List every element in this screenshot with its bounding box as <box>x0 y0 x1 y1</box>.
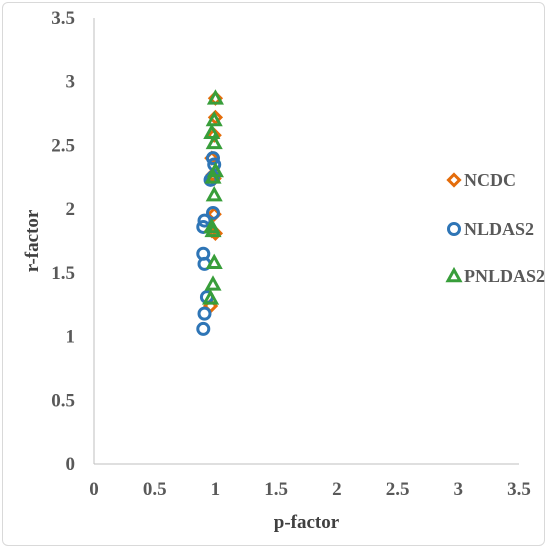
pnldas2-point <box>204 168 222 184</box>
y-tick-label: 3.5 <box>51 8 75 29</box>
x-tick-label: 3.5 <box>507 479 531 500</box>
pnldas2-point <box>204 275 222 291</box>
pnldas2-point <box>203 123 221 139</box>
x-tick-label: 0.5 <box>143 479 167 500</box>
y-tick-label: 1.5 <box>51 263 75 284</box>
pnldas2-point <box>206 89 224 105</box>
legend-label: PNLDAS2 <box>464 266 545 286</box>
legend-marker-circle <box>447 222 461 236</box>
x-axis-title: p-factor <box>274 512 340 533</box>
series-pnldas2 <box>202 89 224 305</box>
ncdc-point <box>206 127 222 143</box>
data-points <box>196 89 224 336</box>
pnldas2-point <box>205 110 223 127</box>
legend-item-nldas2: NLDAS2 <box>447 219 534 239</box>
x-tick-label: 1.5 <box>264 479 288 500</box>
pnldas2-point <box>205 253 223 269</box>
y-tick-label: 0 <box>66 454 76 475</box>
x-tick-label: 2.5 <box>386 479 410 500</box>
x-tick-label: 0 <box>89 479 99 500</box>
legend-label: NCDC <box>464 170 516 190</box>
y-tick-labels: 0 0.5 1 1.5 2 2.5 3 3.5 <box>51 8 75 475</box>
chart-frame <box>2 2 545 546</box>
y-axis-title: r-factor <box>22 209 43 272</box>
legend-marker-diamond <box>446 172 462 188</box>
y-tick-label: 3 <box>66 72 76 93</box>
nldas2-point <box>206 151 220 166</box>
x-tick-label: 2 <box>332 479 342 500</box>
legend-label: NLDAS2 <box>464 219 534 239</box>
nldas2-point <box>196 321 211 336</box>
legend-item-ncdc: NCDC <box>446 170 516 190</box>
pnldas2-point <box>202 289 220 305</box>
pnldas2-point <box>205 133 223 150</box>
pnldas2-point <box>205 186 223 202</box>
x-tick-label: 3 <box>454 479 464 500</box>
nldas2-point <box>197 306 212 321</box>
nldas2-point <box>206 205 220 220</box>
x-tick-label: 1 <box>211 479 221 500</box>
y-tick-label: 2.5 <box>51 135 75 156</box>
legend-marker-triangle <box>445 266 463 283</box>
x-tick-labels: 0 0.5 1 1.5 2 2.5 3 3.5 <box>89 479 531 500</box>
pnldas2-point <box>204 221 222 238</box>
legend-item-pnldas2: PNLDAS2 <box>445 266 545 286</box>
axes <box>93 18 519 465</box>
y-tick-label: 2 <box>66 199 76 220</box>
y-tick-label: 1 <box>66 327 76 348</box>
y-tick-label: 0.5 <box>51 390 75 411</box>
legend: NCDC NLDAS2 PNLDAS2 <box>445 170 545 286</box>
nldas2-point <box>197 213 212 228</box>
